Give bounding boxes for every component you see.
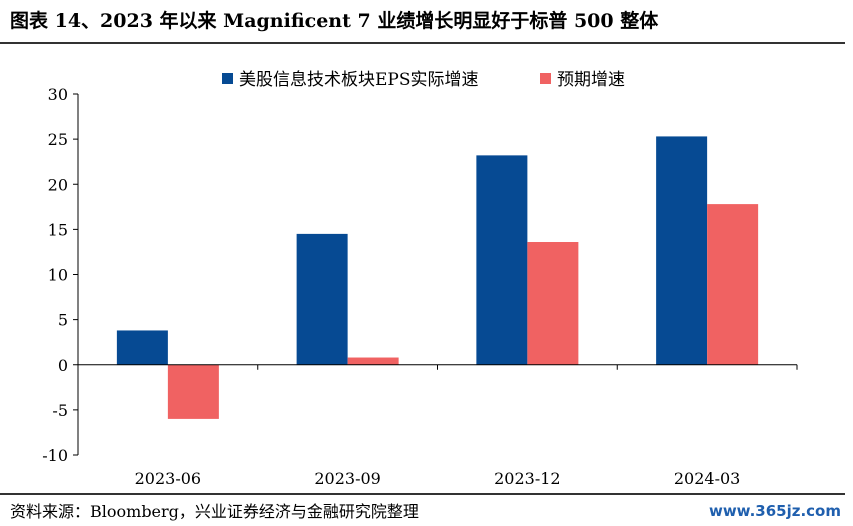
legend-swatch bbox=[540, 73, 551, 84]
y-tick-label: 20 bbox=[48, 175, 68, 194]
watermark: www.365jz.com bbox=[708, 502, 841, 520]
bars bbox=[116, 136, 759, 419]
legend-swatch bbox=[222, 73, 233, 84]
y-tick-label: -5 bbox=[52, 401, 68, 420]
bar-expected-2023-12 bbox=[527, 242, 579, 365]
x-tick-label: 2023-12 bbox=[494, 469, 560, 488]
x-tick-label: 2023-09 bbox=[314, 469, 380, 488]
chart-legend: 美股信息技术板块EPS实际增速 预期增速 bbox=[222, 70, 625, 90]
y-tick-label: 30 bbox=[48, 85, 68, 104]
y-tick-label: -10 bbox=[42, 446, 68, 465]
chart-title: 图表 14、2023 年以来 Magnificent 7 业绩增长明显好于标普 … bbox=[10, 10, 659, 32]
y-tick-label: 5 bbox=[58, 311, 68, 330]
bar-expected-2023-09 bbox=[347, 357, 399, 365]
bar-expected-2023-06 bbox=[167, 364, 219, 419]
top-rule bbox=[0, 42, 845, 44]
bar-expected-2024-03 bbox=[707, 204, 759, 365]
bar-actual-2023-09 bbox=[296, 233, 348, 365]
bar-chart: 美股信息技术板块EPS实际增速 预期增速 -10 -5 0 5 10 15 20 25 30 20… bbox=[42, 70, 798, 488]
y-axis: -10 -5 0 5 10 15 20 25 30 bbox=[42, 85, 79, 465]
y-tick-label: 25 bbox=[48, 130, 68, 149]
y-tick-label: 0 bbox=[58, 356, 68, 375]
legend-label: 美股信息技术板块EPS实际增速 bbox=[239, 70, 479, 90]
x-tick-label: 2024-03 bbox=[674, 469, 740, 488]
bar-actual-2023-06 bbox=[116, 330, 168, 365]
legend-label: 预期增速 bbox=[557, 70, 625, 90]
source-note: 资料来源：Bloomberg，兴业证券经济与金融研究院整理 bbox=[10, 502, 419, 521]
bottom-rule bbox=[0, 493, 845, 495]
y-tick-label: 10 bbox=[48, 266, 68, 285]
bar-actual-2024-03 bbox=[656, 136, 708, 365]
x-axis: 2023-06 2023-09 2023-12 2024-03 bbox=[77, 364, 798, 488]
y-tick-label: 15 bbox=[48, 220, 68, 239]
bar-actual-2023-12 bbox=[476, 155, 528, 365]
x-tick-label: 2023-06 bbox=[135, 469, 201, 488]
